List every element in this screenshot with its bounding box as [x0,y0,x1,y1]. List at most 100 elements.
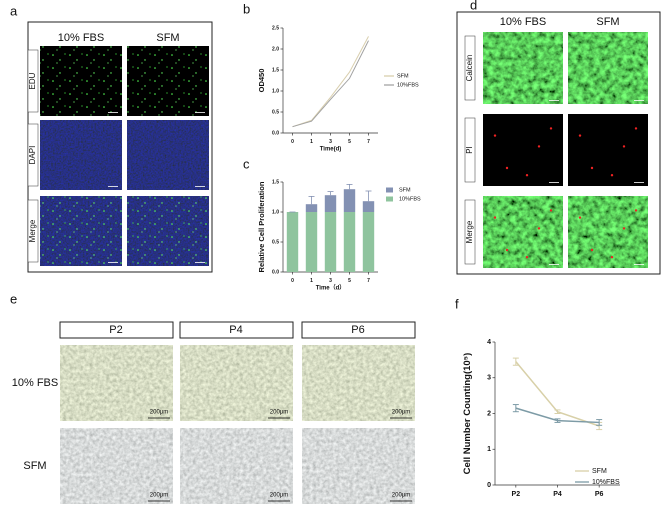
scale-bar-label: 200μm [150,410,168,416]
micrograph-texture [40,120,122,190]
micrograph-dot [549,209,553,212]
row-label: DAPI [28,146,37,165]
row-label: EDU [28,72,37,89]
legend-label: SFM [397,73,409,79]
bar [286,212,299,272]
bar [343,189,356,212]
scale-bar-label: 200μm [392,493,410,499]
column-header-box [179,321,294,339]
y-tick-label: 0.5 [272,239,279,245]
micrograph-texture [180,345,293,421]
micrograph-dot [610,174,614,177]
panel-d-frame [456,11,661,275]
micrograph-texture [568,196,648,268]
y-tick-label: 1 [487,446,491,453]
micrograph [568,114,648,186]
y-tick-label: 0.0 [272,130,279,136]
bar [305,204,318,212]
legend-label: 10%FBS [592,479,620,486]
column-header: 10% FBS [58,32,104,44]
bar [362,201,375,212]
row-label: Merge [28,219,37,242]
micrograph-dot [549,127,553,130]
micrograph-dots [127,46,209,116]
micrograph-dot [537,227,541,230]
bar [324,195,337,212]
row-label-box [464,35,476,101]
x-tick-label: P4 [553,491,562,498]
y-tick-label: 0.0 [272,269,279,275]
scale-bar [634,182,644,183]
error-bar [365,190,372,202]
scale-bar-label: 200μm [392,410,410,416]
micrograph-dot [525,256,529,259]
x-axis-label: Time（d） [316,284,346,292]
micrograph-dot [610,256,614,259]
micrograph-dot [537,145,541,148]
scale-bar-label: 200μm [150,493,168,499]
scale-bar [195,112,205,113]
micrograph-dot [634,209,638,212]
column-header: P6 [351,324,364,336]
micrograph-dots [40,196,122,266]
micrograph-dot [622,227,626,230]
row-label: Calcein [465,55,474,82]
column-header: SFM [596,16,619,28]
y-axis-label: Relative Cell Proliferation [257,181,266,272]
legend-swatch [386,196,393,202]
error-bar [308,195,315,205]
panel-label: d [470,0,477,12]
panel-label: f [455,296,459,311]
scale-bar-label: 200μm [270,410,288,416]
row-label-box [27,199,39,263]
x-tick-label: 3 [329,278,332,284]
micrograph-dot [622,145,626,148]
row-label-box [27,49,39,113]
y-tick-label: 1.0 [272,209,279,215]
y-axis-label: OD450 [257,69,266,93]
legend-label: 10%FBS [397,82,419,88]
micrograph-dot [505,248,509,252]
micrograph-texture [483,32,563,104]
legend-label: SFM [592,468,607,475]
error-bar [327,191,334,196]
x-tick-label: P6 [595,491,604,498]
y-tick-label: 0 [487,482,491,489]
y-tick-label: 1.5 [272,179,279,185]
row-label: SFM [23,460,46,472]
error-bar [596,419,603,426]
row-label: Merge [465,220,474,243]
micrograph-texture [302,345,415,421]
column-header: P4 [229,324,242,336]
scale-bar [634,264,644,265]
micrograph-dot [493,134,497,137]
micrograph-dots [40,46,122,116]
panel-label: e [10,291,17,306]
x-tick-label: 7 [367,278,370,284]
y-tick-label: 1.5 [272,67,279,73]
x-tick-label: 7 [367,139,370,145]
micrograph [483,114,563,186]
error-bar [554,418,561,423]
x-tick-label: 3 [329,139,332,145]
scale-bar [108,112,118,113]
scale-bar [195,262,205,263]
y-tick-label: 2.0 [272,46,279,52]
line-series [292,40,369,128]
x-tick-label: 1 [310,139,313,145]
legend-label: SFM [399,187,411,193]
scale-bar-label: 200μm [270,493,288,499]
row-label-box [464,199,476,265]
panel-label: c [243,156,250,171]
panel-label: b [243,1,250,16]
error-bar [554,409,561,414]
micrograph-dot [578,216,582,219]
scale-bar [634,100,644,101]
scale-bar [195,186,205,187]
y-axis-label: Cell Number Counting(10⁵) [462,353,473,475]
micrograph-texture [60,345,173,421]
micrograph-texture [483,196,563,268]
micrograph-texture [60,428,173,504]
x-tick-label: 5 [348,139,351,145]
